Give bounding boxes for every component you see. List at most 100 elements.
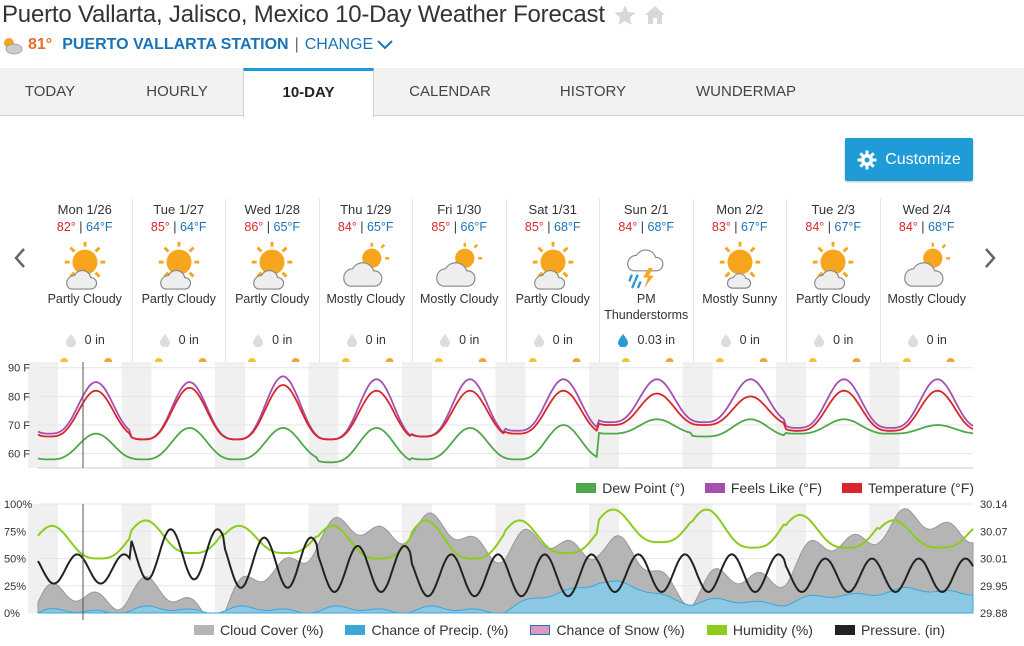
day-column[interactable]: Thu 1/29 84° | 65°F Mostly Cloudy 0 in [318,199,413,363]
day-temps: 86° | 65°F [226,219,319,235]
tab-bar: TODAY HOURLY 10-DAY CALENDAR HISTORY WUN… [0,68,1024,117]
day-temps: 84° | 67°F [787,219,880,235]
y-tick-label: 90 F [8,363,30,375]
low-temp: 67°F [741,220,768,234]
legend-feels-like[interactable]: Feels Like (°F) [704,480,823,496]
day-column[interactable]: Mon 1/26 82° | 64°F Partly Cloudy 0 in [38,199,132,363]
day-precip: 0 in [787,333,880,347]
low-temp: 65°F [273,220,301,234]
raindrop-empty-icon [159,334,170,347]
day-temps: 82° | 64°F [38,219,132,235]
legend-chance-precip[interactable]: Chance of Precip. (%) [345,622,508,638]
tab-calendar[interactable]: CALENDAR [409,83,491,100]
change-label: CHANGE [304,36,374,53]
day-condition: Mostly Cloudy [326,292,406,306]
night-band [776,362,806,468]
raindrop-empty-icon [814,334,825,347]
raindrop-empty-icon [907,334,918,347]
current-temp: 81° [28,36,53,53]
night-band [682,362,713,468]
temp-separator: | [266,220,271,234]
customize-label: Customize [885,150,961,168]
precip-amount: 0.03 in [637,333,676,347]
sunrise-sunset-markers [341,358,394,362]
legend-cloud-cover[interactable]: Cloud Cover (%) [194,622,323,638]
legend-chance-snow[interactable]: Chance of Snow (%) [530,622,685,638]
legend-temperature[interactable]: Temperature (°F) [842,480,974,496]
day-column[interactable]: Tue 1/27 85° | 64°F Partly Cloudy 0 in [131,199,226,363]
night-band [121,362,152,468]
sunrise-sunset-markers [808,358,861,362]
raindrop-empty-icon [346,334,357,347]
day-temps: 85° | 66°F [413,219,506,235]
page-title: Puerto Vallarta, Jalisco, Mexico 10-Day … [2,1,605,28]
tab-wundermap[interactable]: WUNDERMAP [696,83,796,100]
station-link[interactable]: PUERTO VALLARTA STATION [62,36,289,53]
sunrise-sunset-markers [154,358,207,362]
day-precip: 0 in [38,333,132,347]
day-condition: Partly Cloudy [515,292,590,306]
day-column[interactable]: Sun 2/1 84° | 68°F PM Thunderstorms 0.03 in [599,199,693,363]
y-tick-left: 25% [4,581,26,593]
legend-chance-snow-label: Chance of Snow (%) [556,622,685,638]
day-date: Thu 1/29 [340,202,392,217]
day-condition: Mostly Sunny [702,292,778,306]
partly-cloudy-small-icon [4,38,23,55]
legend-pressure[interactable]: Pressure. (in) [834,622,945,638]
day-column[interactable]: Wed 1/28 86° | 65°F Partly Cloudy 0 in [225,199,319,363]
day-column[interactable]: Wed 2/4 84° | 68°F Mostly Cloudy 0 in [879,199,974,363]
precip-amount: 0 in [552,333,573,347]
low-temp: 68°F [647,220,675,234]
thunderstorm-icon [627,249,664,289]
legend-dew-point[interactable]: Dew Point (°) [576,480,685,496]
low-temp: 65°F [367,220,394,234]
tab-history[interactable]: HISTORY [559,83,627,100]
customize-button[interactable]: Customize [845,138,973,181]
star-icon[interactable] [613,3,637,27]
low-temp: 68°F [928,220,955,234]
day-column[interactable]: Mon 2/2 83° | 67°F Mostly Sunny 0 in [692,199,787,363]
day-column[interactable]: Sat 1/31 85° | 68°F Partly Cloudy 0 in [505,199,600,363]
raindrop-empty-icon [440,334,451,347]
sunrise-sunset-markers [621,358,674,362]
temperature-chart[interactable]: 90 F 80 F 70 F 60 F [0,356,1024,474]
night-band [495,362,526,468]
day-date: Mon 2/2 [716,202,764,217]
high-temp: 85° [524,220,544,234]
legend-chance-precip-label: Chance of Precip. (%) [371,622,509,638]
chevron-right-icon[interactable] [982,246,998,270]
conditions-chart[interactable]: 100% 30.14 75% 30.07 50% 30.01 25% 29.95 0% 29.88 [0,496,1024,620]
raindrop-empty-icon [65,334,76,347]
temp-separator: | [547,220,551,234]
home-icon[interactable] [643,3,667,27]
raindrop-icon [618,334,629,347]
day-condition: Partly Cloudy [47,292,122,306]
day-date: Sun 2/1 [623,202,669,217]
precip-amount: 0 in [833,333,854,347]
tab-10-day[interactable]: 10-DAY [243,68,374,117]
day-precip: 0.03 in [600,333,693,347]
temperature-legend: Dew Point (°) Feels Like (°F) Temperatur… [576,480,974,496]
precip-amount: 0 in [178,333,199,347]
series-line-feels-like-f [37,375,974,441]
tab-today[interactable]: TODAY [24,83,76,100]
legend-feels-like-label: Feels Like (°F) [730,480,823,496]
chevron-left-icon[interactable] [12,246,28,270]
y-tick-left: 75% [4,526,26,538]
high-temp: 84° [618,220,638,234]
precip-amount: 0 in [365,333,386,347]
high-temp: 84° [805,220,825,234]
low-temp: 64°F [180,220,207,234]
tab-hourly[interactable]: HOURLY [146,83,208,100]
legend-humidity[interactable]: Humidity (%) [706,622,813,638]
sunrise-sunset-markers [715,358,768,362]
change-station-button[interactable]: CHANGE [305,36,393,54]
day-column[interactable]: Tue 2/3 84° | 67°F Partly Cloudy 0 in [786,199,880,363]
legend-dew-point-label: Dew Point (°) [602,480,685,496]
low-temp: 64°F [86,220,113,234]
mostly-cloudy-icon [904,242,950,287]
day-date: Fri 1/30 [437,202,482,217]
day-column[interactable]: Fri 1/30 85° | 66°F Mostly Cloudy 0 in [412,199,506,363]
day-precip: 0 in [226,333,319,347]
mostly-cloudy-icon [343,242,389,287]
